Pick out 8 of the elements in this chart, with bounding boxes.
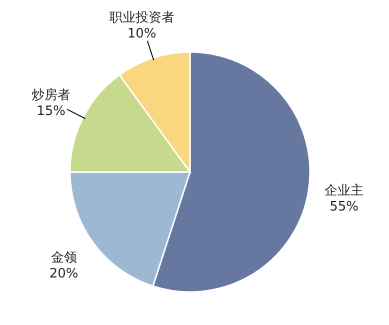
data-label: 10% — [127, 26, 156, 42]
data-label: 15% — [36, 104, 66, 120]
slice-label: 炒房者 — [32, 87, 71, 104]
slice-label: 金领 — [50, 250, 77, 266]
data-label: 55% — [330, 199, 359, 214]
slice-label: 职业投资者 — [109, 10, 174, 26]
slice-label: 企业主 — [324, 182, 364, 198]
data-label: 20% — [49, 266, 78, 282]
